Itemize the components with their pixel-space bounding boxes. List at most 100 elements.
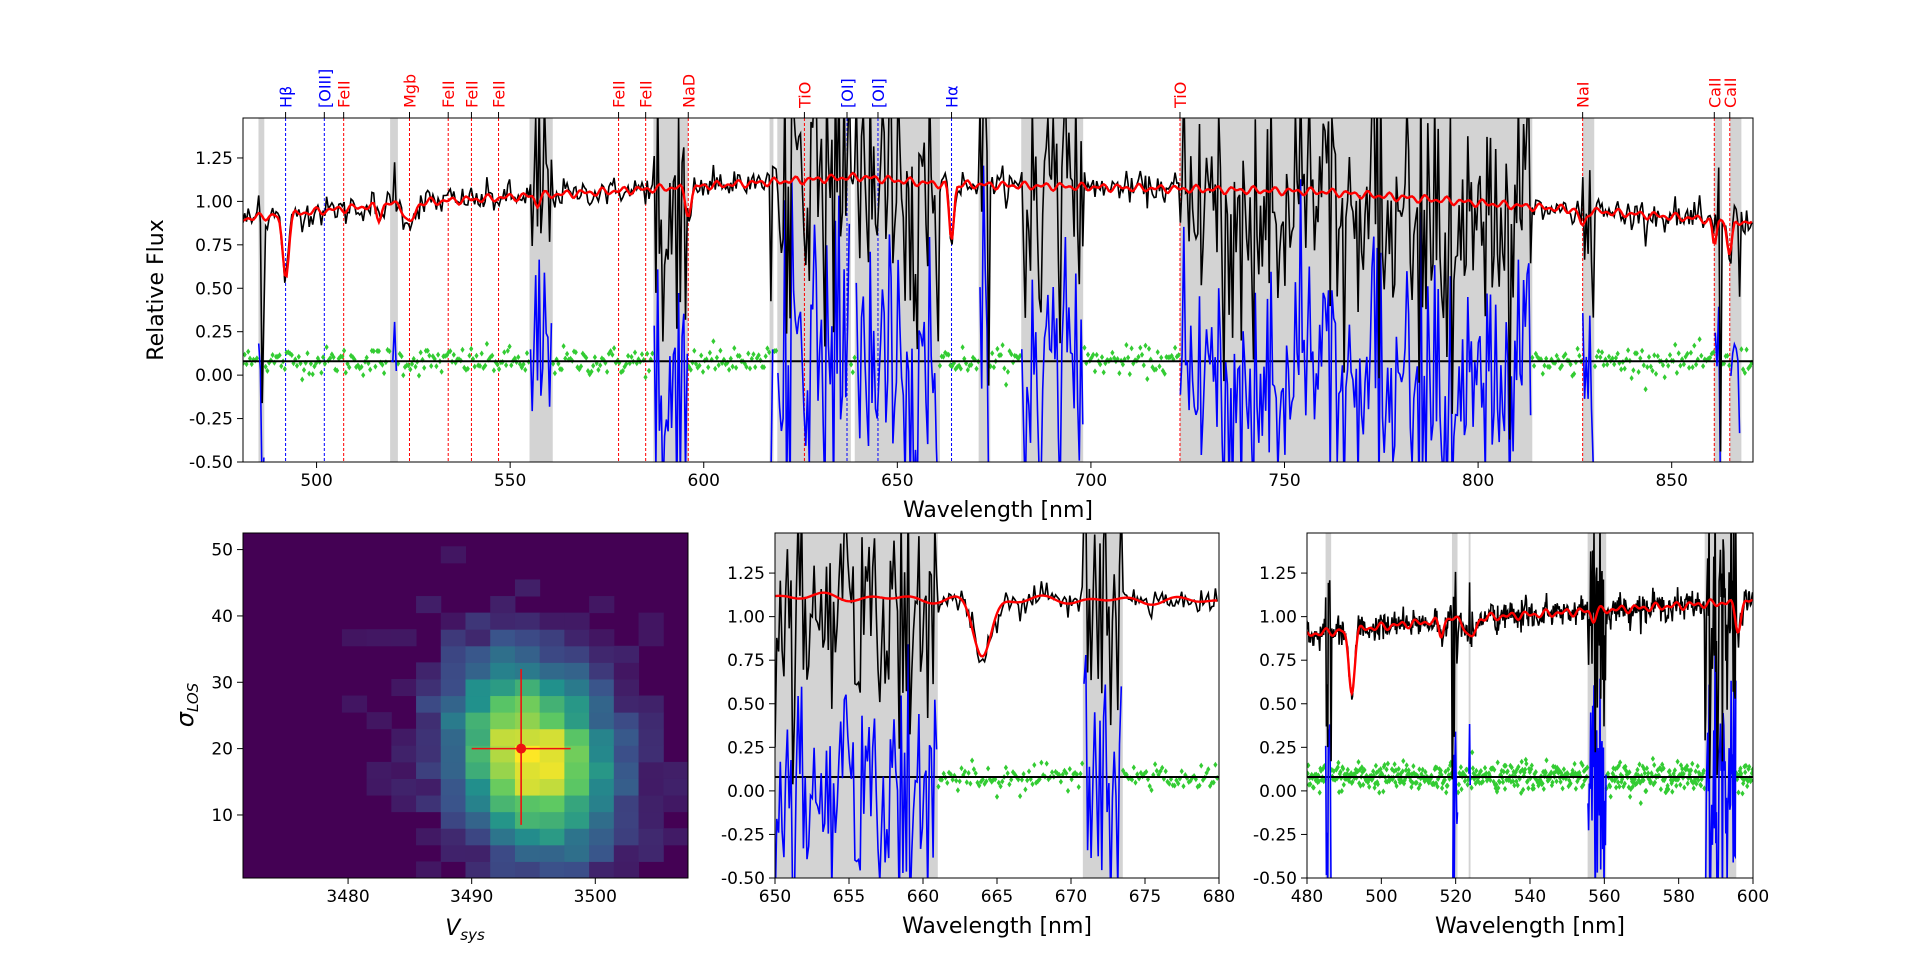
residual-point xyxy=(1446,766,1451,773)
residual-point xyxy=(512,355,517,362)
residual-point xyxy=(1338,768,1343,775)
residual-point xyxy=(1126,354,1131,361)
residual-point xyxy=(1509,764,1514,771)
residual-point xyxy=(1500,779,1506,786)
residual-point xyxy=(1653,370,1659,377)
histogram-cell xyxy=(465,844,491,862)
histogram-cell xyxy=(440,645,466,663)
residual-point xyxy=(692,347,697,354)
masked-residual-series xyxy=(1582,313,1594,462)
residual-point xyxy=(305,350,310,357)
residual-point xyxy=(1062,767,1067,774)
histogram-cell xyxy=(440,761,466,779)
residual-point xyxy=(1700,770,1706,777)
line-label: [OIII] xyxy=(315,69,334,108)
residual-point xyxy=(1638,355,1643,362)
residual-point xyxy=(1470,749,1475,756)
histogram-cell xyxy=(416,662,442,680)
residual-point xyxy=(1420,766,1425,773)
histogram-cell xyxy=(416,596,442,614)
residual-point xyxy=(1644,788,1649,794)
residual-point xyxy=(1046,776,1051,783)
residual-point xyxy=(563,355,568,362)
y-tick-label: -0.50 xyxy=(189,453,233,473)
residual-point xyxy=(495,361,500,368)
residual-point xyxy=(1701,767,1706,774)
x-tick-label: 660 xyxy=(907,887,939,907)
residual-point xyxy=(1740,790,1745,797)
residual-point xyxy=(474,352,479,359)
residual-point xyxy=(1417,766,1422,773)
residual-point xyxy=(1143,342,1148,349)
histogram-cell xyxy=(416,678,442,697)
residual-point xyxy=(1506,775,1512,782)
residual-point xyxy=(359,363,364,370)
residual-point xyxy=(1341,781,1346,788)
residual-point xyxy=(434,363,439,370)
residual-point xyxy=(1341,765,1346,772)
histogram-cell xyxy=(341,695,368,713)
residual-point xyxy=(1743,769,1748,776)
histogram-cell xyxy=(465,695,491,713)
masked-residual-series xyxy=(775,644,938,878)
residual-point xyxy=(982,780,987,787)
residual-point xyxy=(294,362,300,369)
residual-point xyxy=(1418,781,1423,788)
residual-point xyxy=(1531,785,1536,792)
residual-point xyxy=(968,780,973,787)
histogram-cell xyxy=(416,795,442,813)
residual-point xyxy=(700,368,706,375)
residual-point xyxy=(1089,354,1094,361)
residual-point xyxy=(286,349,291,356)
residual-point xyxy=(408,366,413,373)
histogram-cell xyxy=(539,795,565,813)
line-label: NaI xyxy=(1574,82,1593,109)
line-label: CaII xyxy=(1705,78,1724,108)
residual-point xyxy=(1378,766,1383,773)
histogram-cell xyxy=(514,662,541,680)
residual-point xyxy=(629,353,634,360)
histogram-cell xyxy=(366,712,392,730)
residual-point xyxy=(1004,381,1009,388)
residual-point xyxy=(1366,777,1371,784)
residual-point xyxy=(409,361,415,367)
residual-point xyxy=(1444,789,1449,796)
masked-residual-series xyxy=(1179,179,1532,462)
residual-point xyxy=(1690,760,1695,767)
line-markers: Hβ [OIII] FeII Mgb FeII FeII FeII FeII FeII NaD Ti… xyxy=(277,69,1740,462)
histogram-cell xyxy=(589,761,615,779)
residual-point xyxy=(646,367,652,374)
x-tick-label: 480 xyxy=(1291,887,1323,907)
residual-point xyxy=(1456,781,1461,788)
residual-point xyxy=(282,366,287,372)
residual-point xyxy=(336,355,341,362)
y-tick-label: 30 xyxy=(211,673,233,693)
residual-point xyxy=(1101,369,1106,376)
residual-point xyxy=(1634,350,1639,357)
residual-point xyxy=(1117,370,1122,377)
residual-point xyxy=(718,347,723,354)
residual-point xyxy=(340,353,345,360)
residual-point xyxy=(507,343,512,350)
residual-point xyxy=(1639,772,1644,779)
residual-point xyxy=(1613,355,1618,361)
residual-point xyxy=(1568,361,1573,368)
y-tick-label: 50 xyxy=(211,541,233,561)
residual-point xyxy=(1153,761,1158,768)
residual-point xyxy=(1628,793,1633,800)
residual-point xyxy=(308,360,313,367)
residual-point xyxy=(1658,786,1663,793)
residual-point xyxy=(1697,336,1702,343)
residual-point xyxy=(523,366,528,373)
histogram-cell xyxy=(638,612,664,630)
residual-point xyxy=(1739,770,1744,777)
residual-point xyxy=(1204,769,1209,776)
residual-point xyxy=(1749,777,1753,784)
residual-point xyxy=(319,369,324,376)
residual-point xyxy=(1565,770,1570,777)
residual-point xyxy=(1127,371,1132,378)
residual-point xyxy=(1515,782,1520,789)
residual-point xyxy=(632,349,638,356)
histogram-cell xyxy=(490,662,516,680)
histogram-cell xyxy=(391,778,417,796)
